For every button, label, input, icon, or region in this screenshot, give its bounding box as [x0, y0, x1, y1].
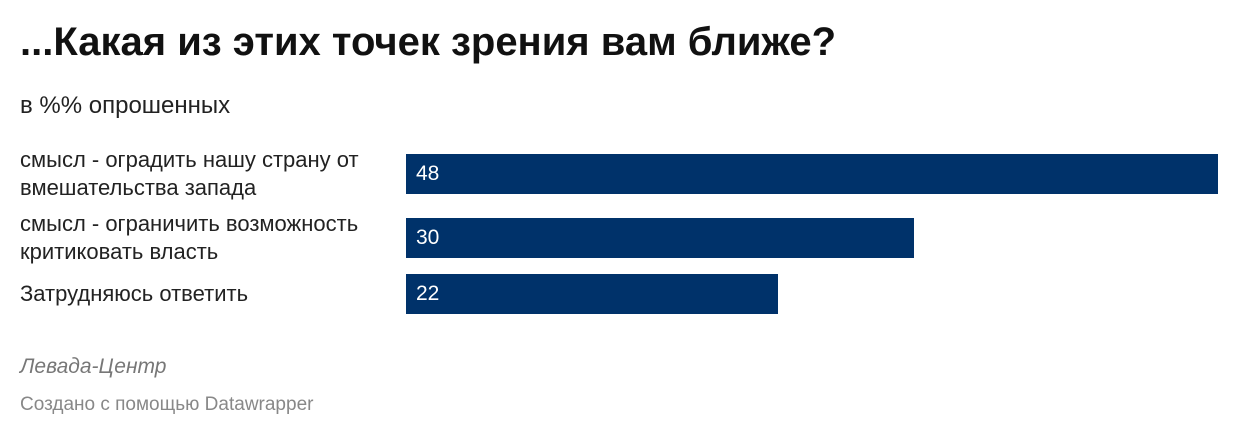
bar: 30	[406, 218, 914, 258]
datawrapper-credit[interactable]: Создано с помощью Datawrapper	[20, 394, 314, 415]
bar-value-label: 22	[416, 282, 440, 305]
bar-row: Затрудняюсь ответить 22	[20, 274, 1220, 314]
source-label: Левада-Центр	[20, 355, 167, 378]
bar-value-label: 30	[416, 226, 440, 249]
bar: 22	[406, 274, 778, 314]
bar-value-label: 48	[416, 162, 440, 185]
category-label: Затрудняюсь ответить	[20, 281, 249, 306]
chart-subtitle: в %% опрошенных	[20, 92, 231, 119]
chart-title: ...Какая из этих точек зрения вам ближе?	[20, 20, 836, 64]
bar-row: смысл - ограничить возможность критикова…	[20, 211, 1220, 264]
bar-row: смысл - оградить нашу страну от вмешател…	[20, 147, 1220, 200]
bar: 48	[406, 154, 1218, 194]
category-label: смысл - ограничить возможность критикова…	[20, 211, 359, 264]
category-label: смысл - оградить нашу страну от вмешател…	[20, 147, 359, 200]
bar-chart: смысл - оградить нашу страну от вмешател…	[20, 147, 1220, 328]
